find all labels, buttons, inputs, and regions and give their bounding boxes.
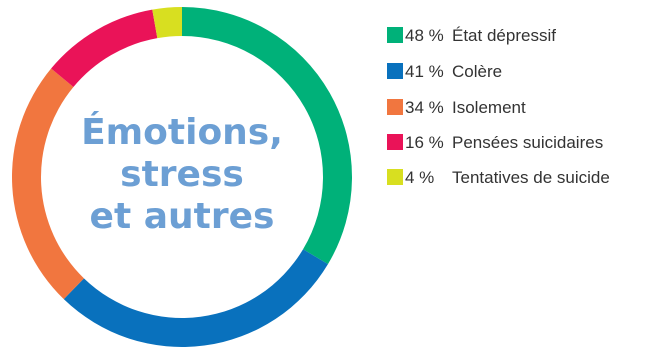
donut-slice-3: [11, 68, 84, 300]
legend-swatch-etat-depressif: [387, 27, 403, 43]
center-title-line-1: Émotions,: [81, 112, 283, 153]
legend-label-tentatives-de-suicide: Tentatives de suicide: [452, 168, 610, 187]
chart-center-title: Émotions, stress et autres: [40, 112, 324, 238]
donut-slice-1: [182, 7, 353, 265]
legend-swatch-isolement: [387, 99, 403, 115]
center-title-line-3: et autres: [89, 196, 275, 237]
legend-value-colere: 41 %: [405, 62, 444, 81]
legend-value-pensees-suicidaires: 16 %: [405, 133, 444, 152]
legend-item-pensees-suicidaires: 16 % Pensées suicidaires: [387, 132, 668, 154]
donut-slice-5: [152, 7, 182, 39]
legend-value-etat-depressif: 48 %: [405, 26, 444, 45]
center-title-line-2: stress: [120, 154, 244, 195]
legend-label-pensees-suicidaires: Pensées suicidaires: [452, 133, 604, 152]
legend-swatch-tentatives-de-suicide: [387, 169, 403, 185]
legend-swatch-pensees-suicidaires: [387, 134, 403, 150]
donut-slice-4: [51, 9, 158, 88]
legend-value-tentatives-de-suicide: 4 %: [405, 168, 435, 187]
legend-item-colere: 41 % Colère: [387, 61, 668, 83]
legend-label-colere: Colère: [452, 62, 503, 81]
legend-swatch-colere: [387, 63, 403, 79]
legend-label-etat-depressif: État dépressif: [452, 26, 556, 45]
legend-item-etat-depressif: 48 % État dépressif: [387, 25, 668, 47]
legend-item-isolement: 34 % Isolement: [387, 97, 668, 119]
legend-value-isolement: 34 %: [405, 98, 444, 117]
legend-item-tentatives-de-suicide: 4 % Tentatives de suicide: [387, 167, 668, 189]
legend-label-isolement: Isolement: [452, 98, 526, 117]
donut-slice-2: [63, 249, 328, 347]
